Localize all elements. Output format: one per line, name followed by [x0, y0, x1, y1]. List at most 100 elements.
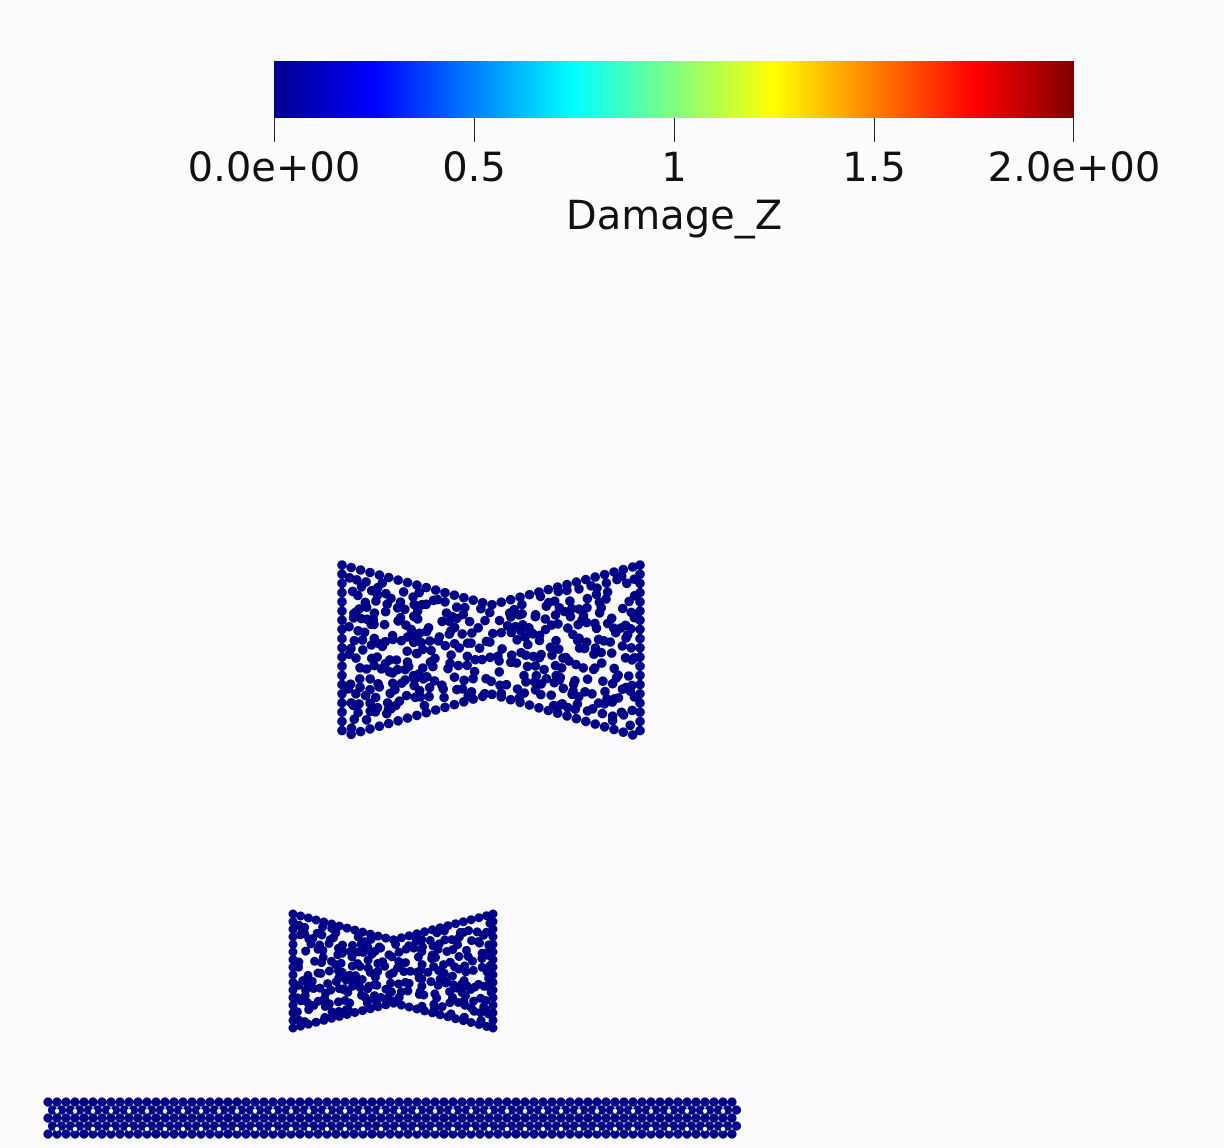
particle [367, 1113, 377, 1123]
particle [470, 1121, 481, 1131]
particle [300, 1017, 310, 1027]
particle [574, 1113, 584, 1123]
particle [304, 1097, 314, 1107]
particle [592, 1113, 602, 1123]
particle [366, 934, 376, 944]
particle [496, 688, 507, 699]
particle [155, 1121, 166, 1131]
particle [151, 1113, 161, 1123]
particle [357, 645, 368, 655]
colorbar-tick [874, 118, 875, 142]
particle [160, 1113, 170, 1123]
particle [551, 1121, 562, 1131]
particle [88, 1113, 98, 1123]
particle [426, 645, 436, 656]
particle [635, 725, 645, 736]
particle [351, 688, 361, 699]
colorbar-tick [474, 118, 475, 142]
particle [151, 1129, 161, 1139]
colorbar-tick-label: 2.0e+00 [987, 145, 1161, 191]
particle [605, 1121, 616, 1131]
particle [534, 635, 545, 646]
particle [449, 672, 460, 683]
particle [458, 917, 468, 927]
particle [146, 1121, 157, 1131]
particle [326, 985, 336, 995]
strip-gap [216, 1108, 222, 1114]
particle [196, 1113, 206, 1123]
particle [317, 930, 327, 940]
particle [128, 1121, 139, 1131]
strip-gap [126, 1126, 132, 1132]
particle [511, 1113, 521, 1123]
particle [439, 926, 449, 936]
strip-gap [360, 1126, 366, 1132]
particle [700, 1113, 710, 1123]
particle [534, 702, 544, 713]
strip-gap [90, 1126, 96, 1132]
particle [440, 597, 450, 607]
particle [133, 1113, 143, 1123]
particle [682, 1113, 692, 1123]
particle [309, 1000, 319, 1010]
particle [547, 650, 557, 661]
strip-gap [450, 1108, 456, 1114]
particle [358, 947, 368, 957]
particle [331, 1129, 341, 1139]
particle [367, 1129, 377, 1139]
particle [565, 1097, 575, 1107]
particle [558, 683, 569, 694]
particle [218, 1121, 229, 1131]
strip-gap [468, 1126, 474, 1132]
particle [417, 947, 427, 957]
particle [358, 1113, 368, 1123]
particle [337, 578, 347, 589]
particle [277, 1129, 287, 1139]
particle [301, 946, 311, 956]
particle [340, 1097, 350, 1107]
particle [677, 1121, 688, 1131]
particle [292, 1007, 302, 1017]
particle [520, 1097, 530, 1107]
strip-gap [504, 1126, 510, 1132]
particle [627, 655, 637, 665]
particle [695, 1121, 706, 1131]
particle [459, 675, 469, 686]
particle [205, 1097, 215, 1107]
particle [371, 1121, 382, 1131]
particle [476, 603, 486, 614]
particle [468, 965, 478, 975]
strip-gap [522, 1126, 528, 1132]
particle [115, 1097, 125, 1107]
particle [421, 1113, 431, 1123]
particle [477, 654, 487, 665]
particle [646, 1097, 656, 1107]
particle [439, 968, 449, 978]
particle [451, 602, 462, 613]
particle [419, 700, 430, 711]
particle [440, 702, 450, 713]
particle [473, 622, 484, 633]
particle [540, 614, 551, 624]
particle [464, 616, 475, 627]
particle [214, 1113, 224, 1123]
particle [731, 1121, 742, 1131]
strip-gap [558, 1108, 564, 1114]
particle [475, 1129, 485, 1139]
particle [650, 1121, 661, 1131]
strip-gap [144, 1108, 150, 1114]
particle [466, 686, 477, 697]
particle [334, 1006, 344, 1016]
particle [496, 627, 507, 638]
particle [97, 1113, 107, 1123]
particle [394, 992, 404, 1002]
particle [493, 1113, 503, 1123]
particle [610, 1113, 620, 1123]
particle [358, 1097, 368, 1107]
particle [493, 1129, 503, 1139]
particle [414, 587, 425, 598]
particle [101, 1121, 112, 1131]
particle [429, 1004, 439, 1014]
particle [124, 1113, 134, 1123]
